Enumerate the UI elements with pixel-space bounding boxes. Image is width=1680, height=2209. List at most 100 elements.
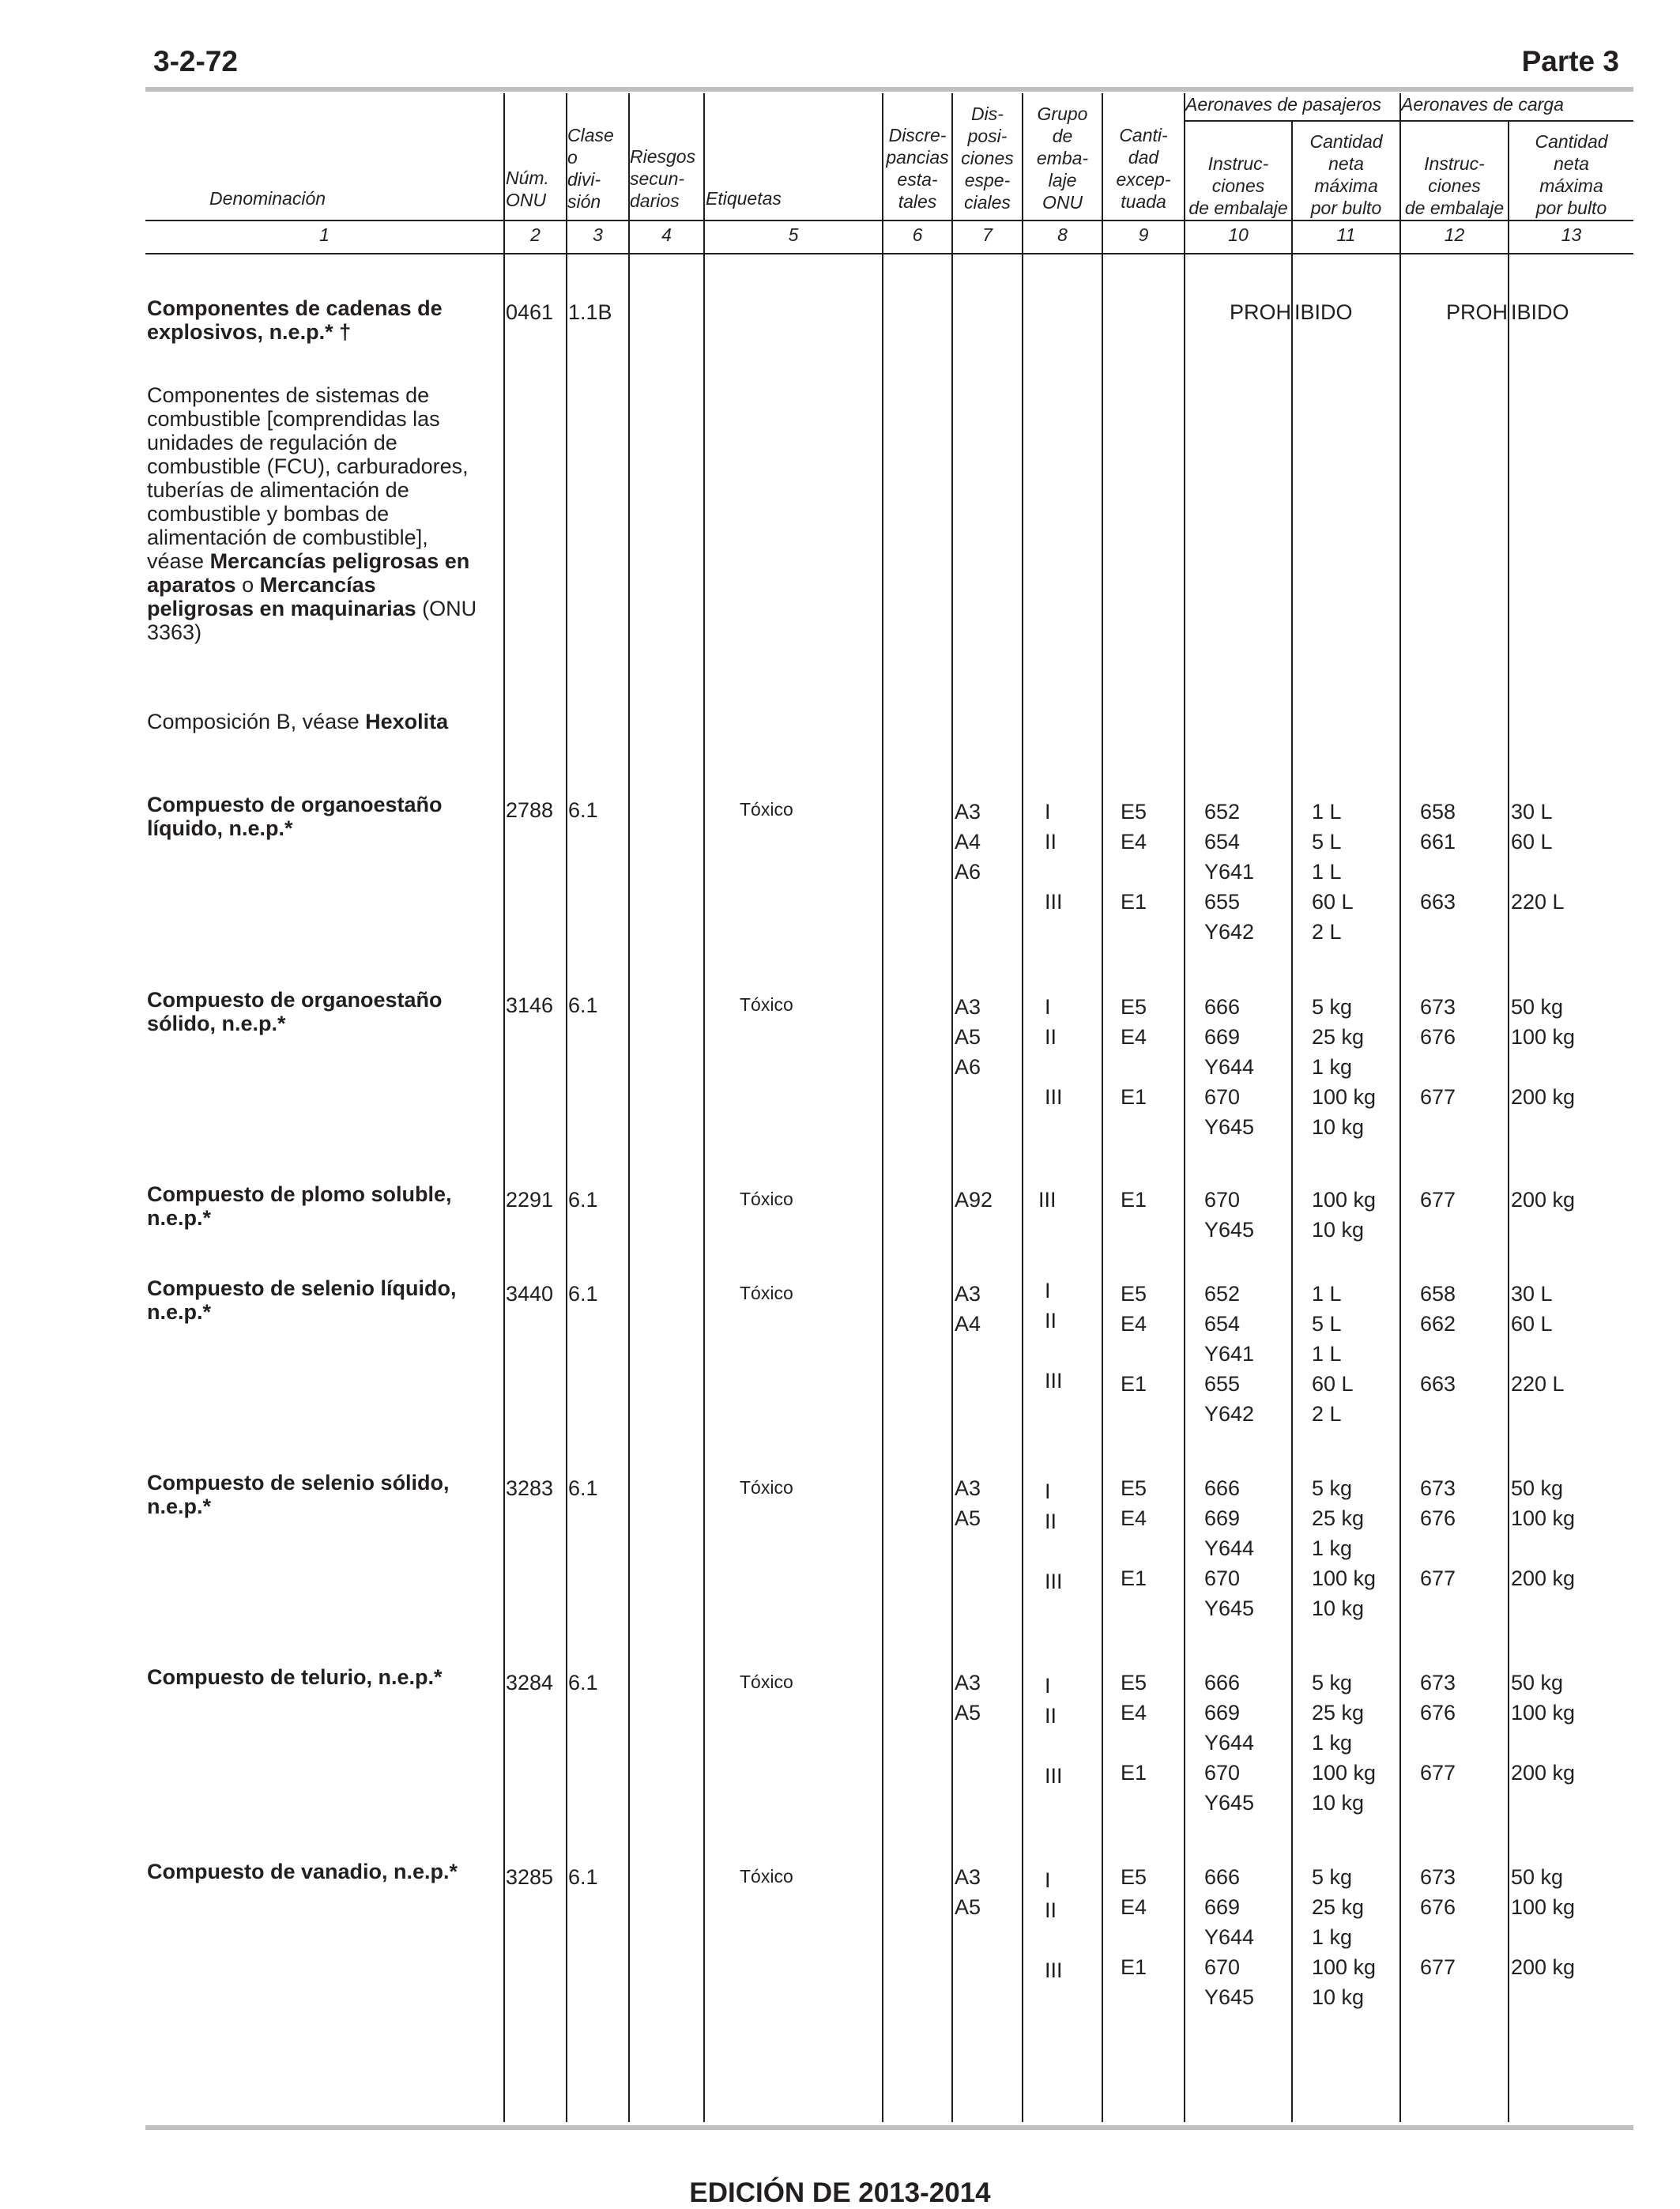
entry-name: Compuesto de selenio sólido, n.e.p.* (147, 1471, 450, 1518)
entry-passenger-net-qty: 5 kg 25 kg 1 kg 100 kg 10 kg (1312, 995, 1377, 1139)
entry-class: 6.1 (568, 993, 598, 1017)
entry-label: Tóxico (740, 1672, 793, 1692)
col-divider-2 (566, 93, 567, 2122)
entry-packing-group: I II III (1045, 995, 1063, 1109)
entry-excepted-qty: E1 (1121, 1188, 1147, 1212)
col-denominacion: Denominación (209, 188, 326, 209)
entry-cargo-net-qty: 30 L 60 L 220 L (1511, 800, 1565, 914)
col-divider-3 (628, 93, 630, 2122)
header-bottom-rule (145, 220, 1633, 221)
entry-excepted-qty: E5 E4 E1 (1121, 1671, 1147, 1785)
entry-label: Tóxico (740, 1477, 793, 1498)
entry-passenger-instructions: 666 669 Y644 670 Y645 (1204, 1476, 1255, 1620)
entry-reference-fuel-components: Componentes de sistemas de combustible [… (147, 383, 477, 644)
entry-excepted-qty: E5 E4 E1 (1121, 800, 1147, 914)
entry-un-number: 2291 (506, 1188, 554, 1212)
col-number-7: 7 (982, 224, 993, 245)
entry-name: Compuesto de organoestaño líquido, n.e.p… (147, 793, 443, 840)
entry-class: 6.1 (568, 1282, 598, 1306)
entry-un-number: 3146 (506, 993, 554, 1017)
col-clase: Clase o divi-sión (567, 125, 614, 212)
entry-cargo-net-qty: 50 kg 100 kg 200 kg (1511, 1865, 1576, 1979)
col-instrucciones-pasajeros: Instruc-ciones de embalaje (1188, 153, 1288, 218)
entry-name: Compuesto de selenio líquido, n.e.p.* (147, 1276, 457, 1324)
entry-cargo-instructions: 673 676 677 (1420, 1671, 1456, 1785)
entry-reference-composition-b: Composición B, véase Hexolita (147, 710, 449, 733)
entry-passenger-instructions: 666 669 Y644 670 Y645 (1204, 995, 1255, 1139)
col-etiquetas: Etiquetas (706, 188, 782, 209)
col-number-9: 9 (1138, 224, 1149, 245)
prohibited-passenger-left: PROH (1229, 300, 1291, 324)
entry-un-number: 3440 (506, 1282, 554, 1306)
entry-name: Compuesto de plomo soluble, n.e.p.* (147, 1182, 452, 1230)
entry-passenger-net-qty: 5 kg 25 kg 1 kg 100 kg 10 kg (1312, 1671, 1377, 1815)
entry-passenger-net-qty: 5 kg 25 kg 1 kg 100 kg 10 kg (1312, 1865, 1377, 2009)
col-divider-1 (503, 93, 505, 2122)
entry-cargo-net-qty: 50 kg 100 kg 200 kg (1511, 1476, 1576, 1590)
prohibited-cargo-right: IBIDO (1511, 300, 1569, 324)
entry-excepted-qty: E5 E4 E1 (1121, 995, 1147, 1109)
edition-footer: EDICIÓN DE 2013-2014 (689, 2177, 991, 2208)
col-number-10: 10 (1228, 224, 1249, 245)
prohibited-passenger-right: IBIDO (1294, 300, 1353, 324)
entry-label: Tóxico (740, 799, 793, 820)
col-divider-7 (1022, 93, 1023, 2122)
entry-packing-group: I II III (1045, 1279, 1063, 1393)
entry-label: Tóxico (740, 1283, 793, 1303)
entry-un-number: 3283 (506, 1476, 554, 1500)
col-number-3: 3 (593, 224, 603, 245)
col-number-2: 2 (530, 224, 541, 245)
col-divider-9 (1184, 93, 1185, 2122)
entry-special-provisions: A3 A5 A6 (955, 995, 981, 1079)
col-number-4: 4 (661, 224, 672, 245)
col-cantidad-exceptuada: Canti-dad excep-tuada (1116, 125, 1171, 212)
entry-cargo-instructions: 673 676 677 (1420, 1865, 1456, 1979)
entry-passenger-instructions: 652 654 Y641 655 Y642 (1204, 800, 1255, 944)
entry-packing-group: I II III (1045, 800, 1063, 914)
col-number-1: 1 (319, 224, 330, 245)
entry-special-provisions: A3 A4 A6 (955, 800, 981, 884)
col-divider-8 (1102, 93, 1103, 2122)
entry-class: 6.1 (568, 1476, 598, 1500)
entry-class: 6.1 (568, 1865, 598, 1889)
entry-passenger-net-qty: 100 kg 10 kg (1312, 1188, 1377, 1242)
entry-class: 6.1 (568, 1188, 598, 1212)
entry-passenger-instructions: 666 669 Y644 670 Y645 (1204, 1865, 1255, 2009)
entry-name: Compuesto de vanadio, n.e.p.* (147, 1860, 458, 1883)
entry-excepted-qty: E5 E4 E1 (1121, 1865, 1147, 1979)
entry-passenger-instructions: 670 Y645 (1204, 1188, 1255, 1242)
col-grupo-embalaje: Grupo de emba-laje ONU (1036, 104, 1089, 213)
entry-passenger-instructions: 652 654 Y641 655 Y642 (1204, 1282, 1255, 1426)
entry-un-number: 3285 (506, 1865, 554, 1889)
col-group-pasajeros: Aeronaves de pasajeros (1185, 94, 1382, 115)
col-divider-10 (1291, 122, 1293, 2122)
part-label: Parte 3 (1521, 45, 1619, 77)
col-divider-5 (882, 93, 883, 2122)
aircraft-group-rule (1184, 120, 1633, 122)
entry-excepted-qty: E5 E4 E1 (1121, 1282, 1147, 1396)
col-cantidad-carga: Cantidad neta máxima por bulto (1535, 131, 1608, 218)
entry-passenger-net-qty: 1 L 5 L 1 L 60 L 2 L (1312, 1282, 1354, 1426)
entry-un-number: 3284 (506, 1671, 554, 1694)
entry-label: Tóxico (740, 1189, 793, 1209)
col-discrepancias: Discre-pancias esta-tales (886, 125, 949, 212)
entry-cargo-instructions: 658 661 663 (1420, 800, 1456, 914)
entry-cargo-net-qty: 50 kg 100 kg 200 kg (1511, 995, 1576, 1109)
col-instrucciones-carga: Instruc-ciones de embalaje (1404, 153, 1505, 218)
entry-un-number: 0461 (506, 300, 554, 324)
entry-cargo-instructions: 673 676 677 (1420, 995, 1456, 1109)
entry-passenger-net-qty: 1 L 5 L 1 L 60 L 2 L (1312, 800, 1354, 944)
entry-label: Tóxico (740, 994, 793, 1015)
col-divider-11 (1399, 93, 1401, 2122)
col-divider-4 (703, 93, 705, 2122)
col-cantidad-pasajeros: Cantidad neta máxima por bulto (1309, 131, 1383, 218)
entry-cargo-net-qty: 200 kg (1511, 1188, 1576, 1212)
entry-name: Compuesto de organoestaño sólido, n.e.p.… (147, 988, 443, 1035)
entry-special-provisions: A92 (955, 1188, 993, 1212)
col-group-carga: Aeronaves de carga (1401, 94, 1564, 115)
entry-special-provisions: A3 A5 (955, 1476, 981, 1530)
entry-special-provisions: A3 A5 (955, 1671, 981, 1725)
entry-cargo-instructions: 673 676 677 (1420, 1476, 1456, 1590)
entry-cargo-net-qty: 50 kg 100 kg 200 kg (1511, 1671, 1576, 1785)
entry-packing-group: III (1038, 1188, 1057, 1212)
